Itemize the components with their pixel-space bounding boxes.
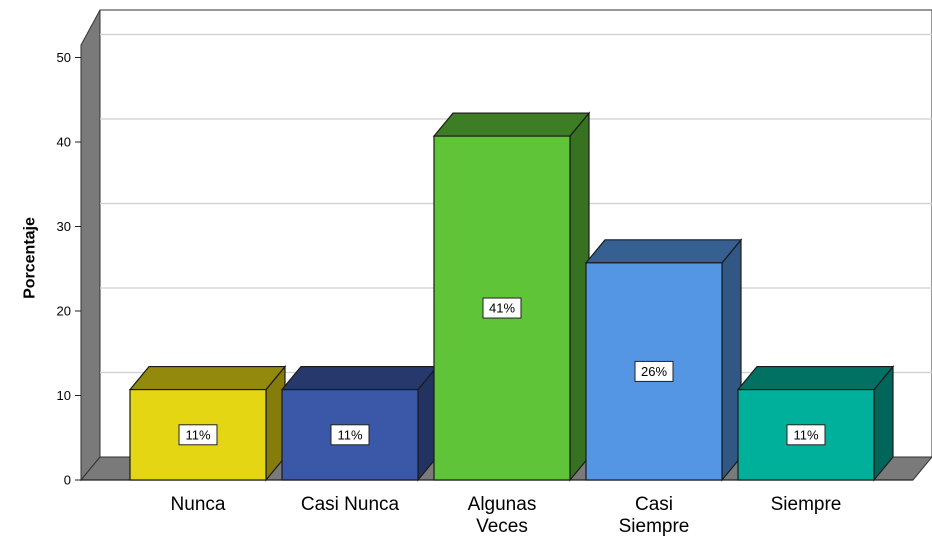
x-category-label: Nunca — [171, 494, 226, 515]
x-category-label: Algunas Veces — [468, 494, 537, 536]
data-label: 11% — [337, 427, 362, 442]
y-axis-label: Porcentaje — [22, 217, 39, 299]
data-label-box — [634, 360, 674, 382]
bar: 26% — [584, 238, 743, 482]
bar-top — [432, 112, 591, 137]
y-tick-label: 40 — [57, 135, 71, 150]
bar: 11% — [128, 364, 287, 482]
data-label-box — [330, 424, 370, 446]
y-tick-label: 50 — [57, 50, 71, 65]
x-axis-categories: Nunca Casi Nunca Algunas Veces Casi Siempre Si… — [171, 494, 842, 536]
x-category-label: Casi Nunca — [301, 494, 400, 515]
bar-top — [280, 365, 439, 391]
data-label-box — [178, 424, 218, 446]
y-tick-label: 30 — [57, 219, 71, 234]
x-category-label: Siempre — [771, 494, 842, 515]
bar: 11% — [736, 364, 895, 482]
data-label: 26% — [641, 364, 667, 379]
bar: 41% — [432, 111, 591, 482]
data-label: 11% — [793, 427, 818, 442]
bar: 11% — [280, 364, 439, 482]
data-label: 11% — [185, 427, 210, 442]
y-tick-label: 0 — [64, 473, 71, 488]
bar-front — [129, 388, 267, 481]
data-label: 41% — [489, 301, 515, 316]
bar-top — [736, 365, 895, 391]
x-category-label: Casi Siempre — [619, 494, 690, 536]
bar-top — [128, 365, 287, 391]
y-tick-label: 20 — [57, 304, 71, 319]
data-label-box — [786, 424, 826, 446]
data-label-box — [482, 297, 522, 319]
left-wall — [80, 9, 101, 482]
y-tick-label: 10 — [57, 388, 71, 403]
bar-top — [584, 239, 743, 264]
bars: 11% 11% 41% 26% 11% — [128, 111, 895, 482]
y-axis-ticks: 0 10 20 30 40 50 — [57, 50, 81, 488]
